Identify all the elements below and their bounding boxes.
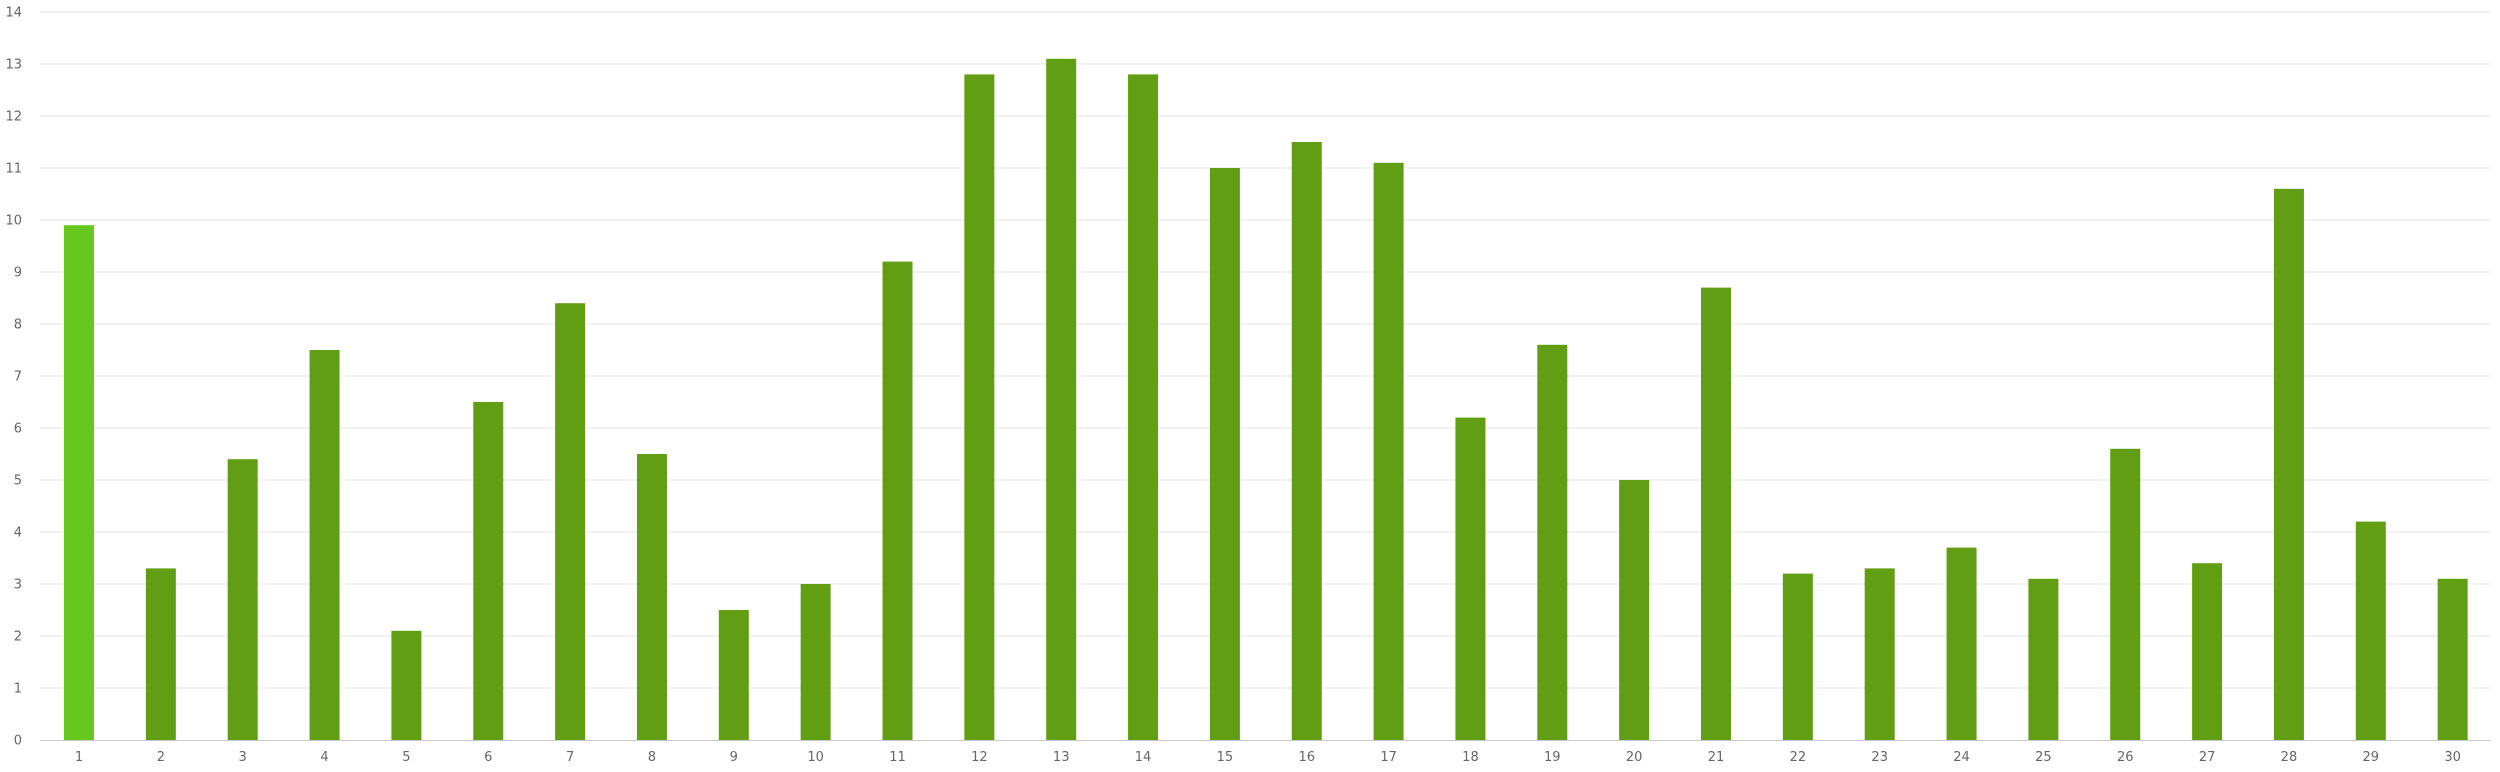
x-tick-label: 13 <box>1053 750 1070 765</box>
bar-30[interactable] <box>2437 578 2468 740</box>
bars <box>64 58 2468 741</box>
bar-15[interactable] <box>1209 168 1240 740</box>
bar-1[interactable] <box>64 225 94 740</box>
x-tick-label: 26 <box>2117 750 2134 765</box>
bar-16[interactable] <box>1291 142 1322 740</box>
x-tick-label: 14 <box>1135 750 1152 765</box>
bar-27[interactable] <box>2192 563 2223 740</box>
x-tick-label: 28 <box>2281 750 2298 765</box>
y-tick-label: 12 <box>5 110 22 125</box>
x-tick-label: 21 <box>1708 750 1725 765</box>
x-tick-label: 20 <box>1626 750 1643 765</box>
x-tick-label: 4 <box>320 750 328 765</box>
y-tick-label: 2 <box>14 630 22 645</box>
bar-10[interactable] <box>800 584 831 740</box>
y-tick-label: 11 <box>5 162 22 177</box>
bar-4[interactable] <box>309 350 340 740</box>
x-tick-label: 17 <box>1380 750 1397 765</box>
y-tick-label: 8 <box>14 318 22 333</box>
x-tick-label: 19 <box>1544 750 1561 765</box>
x-tick-label: 18 <box>1462 750 1479 765</box>
x-tick-label: 23 <box>1871 750 1888 765</box>
bar-12[interactable] <box>964 74 995 740</box>
bar-20[interactable] <box>1619 480 1650 740</box>
y-tick-label: 13 <box>5 58 22 73</box>
bar-19[interactable] <box>1537 344 1568 740</box>
y-tick-label: 10 <box>5 214 22 229</box>
x-tick-label: 10 <box>807 750 824 765</box>
x-tick-label: 15 <box>1217 750 1234 765</box>
bar-26[interactable] <box>2110 448 2141 740</box>
bar-7[interactable] <box>555 303 586 740</box>
bar-21[interactable] <box>1701 287 1731 740</box>
x-axis-tick-labels: 1 2 3 4 5 6 7 8 9 10 11 12 13 14 15 16 17 18 19 20 21 22 23 24 2… <box>75 750 2461 765</box>
y-tick-label: 0 <box>14 734 22 749</box>
y-tick-label: 9 <box>14 266 22 281</box>
y-tick-label: 6 <box>14 422 22 437</box>
bar-6[interactable] <box>473 402 504 740</box>
x-tick-label: 16 <box>1298 750 1315 765</box>
x-tick-label: 12 <box>971 750 988 765</box>
bar-23[interactable] <box>1864 568 1895 740</box>
x-tick-label: 5 <box>402 750 410 765</box>
x-tick-label: 24 <box>1953 750 1970 765</box>
bar-11[interactable] <box>882 261 913 740</box>
x-tick-label: 25 <box>2035 750 2052 765</box>
x-tick-label: 3 <box>239 750 247 765</box>
x-tick-label: 7 <box>566 750 574 765</box>
gridlines <box>40 11 2490 689</box>
y-tick-label: 14 <box>5 6 22 21</box>
y-tick-label: 5 <box>14 474 22 489</box>
bar-24[interactable] <box>1946 547 1977 740</box>
bar-8[interactable] <box>636 454 667 740</box>
x-tick-label: 11 <box>889 750 906 765</box>
x-tick-label: 2 <box>157 750 165 765</box>
bar-9[interactable] <box>718 610 749 740</box>
x-tick-label: 8 <box>648 750 656 765</box>
bar-17[interactable] <box>1373 162 1404 741</box>
bar-13[interactable] <box>1046 58 1077 741</box>
bar-28[interactable] <box>2273 188 2304 741</box>
x-tick-label: 6 <box>484 750 492 765</box>
y-tick-label: 7 <box>14 370 22 385</box>
y-tick-label: 3 <box>14 578 22 593</box>
bar-22[interactable] <box>1782 573 1813 740</box>
x-tick-label: 1 <box>75 750 83 765</box>
y-tick-label: 4 <box>14 526 22 541</box>
bar-2[interactable] <box>145 568 176 740</box>
x-tick-label: 9 <box>730 750 738 765</box>
x-tick-label: 29 <box>2363 750 2380 765</box>
bar-3[interactable] <box>227 459 258 740</box>
bar-18[interactable] <box>1455 417 1486 740</box>
y-tick-label: 1 <box>14 682 22 697</box>
bar-14[interactable] <box>1128 74 1159 740</box>
x-tick-label: 30 <box>2444 750 2461 765</box>
x-tick-label: 27 <box>2199 750 2216 765</box>
bar-25[interactable] <box>2028 578 2059 740</box>
bar-29[interactable] <box>2355 521 2386 740</box>
x-tick-label: 22 <box>1790 750 1807 765</box>
bar-5[interactable] <box>391 630 422 740</box>
